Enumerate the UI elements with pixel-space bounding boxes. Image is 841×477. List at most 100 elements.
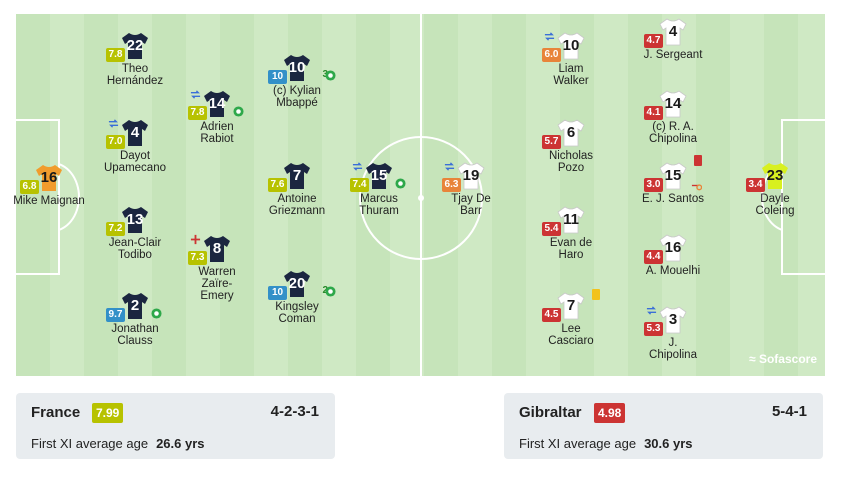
player-rating: 9.7 — [106, 308, 125, 322]
shirt-number: 13 — [126, 211, 144, 228]
shirt-number: 10 — [562, 37, 580, 54]
sofascore-logo-icon: ≈ — [749, 352, 759, 366]
player-name: (c) R. A. Chipolina — [649, 121, 697, 145]
shirt-icon — [204, 91, 230, 117]
shirt-number: 15 — [370, 167, 388, 184]
shirt-icon — [762, 163, 788, 189]
player-gibraltar-11[interactable]: 11 5.4 Evan de Haro — [516, 205, 626, 261]
shirt: 7 4.5 — [542, 289, 600, 322]
goal-count: 3 — [322, 69, 328, 80]
player-rating: 10 — [268, 286, 287, 300]
team-name[interactable]: Gibraltar — [519, 404, 582, 421]
player-france-22[interactable]: 22 7.8 Theo Hernández — [80, 31, 190, 87]
shirt: 3 5.3 — [644, 305, 688, 336]
shirt: 13 7.2 — [106, 205, 150, 236]
player-name: A. Mouelhi — [645, 265, 701, 277]
player-rating: 5.4 — [542, 222, 561, 236]
shirt-icon — [557, 32, 585, 60]
sofascore-logo-text: Sofascore — [758, 352, 817, 366]
average-age-value: 26.6 yrs — [156, 436, 205, 451]
shirt-icon — [284, 163, 310, 189]
player-gibraltar-6[interactable]: 6 5.7 Nicholas Pozo — [516, 118, 626, 174]
shirt-number: 3 — [668, 311, 678, 328]
substitution-icon — [352, 162, 363, 171]
player-name: Adrien Rabiot — [200, 121, 234, 145]
player-name: Mike Maignan — [13, 195, 85, 207]
team-summary-home: France 7.99 4-2-3-1 First XI average age… — [16, 393, 335, 459]
shirt-icon — [204, 236, 230, 262]
player-gibraltar-14[interactable]: 14 4.1 (c) R. A. Chipolina — [618, 89, 728, 145]
player-gibraltar-10[interactable]: 10 6.0 Liam Walker — [516, 31, 626, 87]
player-france-13[interactable]: 13 7.2 Jean-Clair Todibo — [80, 205, 190, 261]
player-france-10[interactable]: 10 3 10 (c) Kylian Mbappé — [242, 53, 352, 109]
shirt: 19 6.3 — [442, 161, 486, 192]
player-gibraltar-23[interactable]: 23 3.4 Dayle Coleing — [720, 161, 830, 217]
goal-ball-icon — [325, 286, 336, 297]
shirt: 7 7.6 — [268, 161, 312, 192]
player-rating: 10 — [268, 70, 287, 84]
player-name: Warren Zaïre-Emery — [198, 266, 236, 302]
shirt-number: 2 — [130, 297, 140, 314]
team-name[interactable]: France — [31, 404, 81, 421]
average-age-value: 30.6 yrs — [644, 436, 693, 451]
shirt-icon — [284, 55, 310, 81]
player-rating: 6.0 — [542, 48, 561, 62]
player-gibraltar-3[interactable]: 3 5.3 J. Chipolina — [618, 305, 728, 361]
pitch — [14, 12, 827, 378]
shirt-number: 15 — [664, 167, 682, 184]
player-rating: 7.4 — [350, 178, 369, 192]
player-gibraltar-19[interactable]: 19 6.3 Tjay De Barr — [416, 161, 526, 217]
shirt-icon — [284, 271, 310, 297]
player-france-20[interactable]: 20 2 10 Kingsley Coman — [242, 269, 352, 325]
average-age: First XI average age 30.6 yrs — [519, 436, 693, 451]
player-rating: 5.3 — [644, 322, 663, 336]
player-name: (c) Kylian Mbappé — [273, 85, 321, 109]
left-penalty-box — [16, 119, 60, 275]
player-gibraltar-4[interactable]: 4 4.7 J. Sergeant — [618, 17, 728, 61]
player-gibraltar-15[interactable]: 15 3.0 E. J. Santos — [618, 155, 728, 205]
player-rating: 6.8 — [20, 180, 39, 194]
player-name: Jonathan Clauss — [111, 323, 159, 347]
sofascore-logo: ≈ Sofascore — [749, 352, 817, 366]
team-summary-away: Gibraltar 4.98 5-4-1 First XI average ag… — [504, 393, 823, 459]
yellow-card-icon — [592, 289, 600, 300]
player-france-15[interactable]: 15 7.4 Marcus Thuram — [324, 161, 434, 217]
player-france-16[interactable]: 16 6.8 Mike Maignan — [0, 163, 104, 207]
player-name: Antoine Griezmann — [268, 193, 326, 217]
player-gibraltar-7[interactable]: 7 4.5 Lee Casciaro — [516, 289, 626, 347]
player-france-2[interactable]: 2 9.7 Jonathan Clauss — [80, 291, 190, 347]
shirt-number: 11 — [563, 211, 579, 228]
player-rating: 6.3 — [442, 178, 461, 192]
formation: 5-4-1 — [771, 403, 807, 420]
player-name: Dayle Coleing — [755, 193, 795, 217]
goal-ball-icon — [233, 106, 244, 117]
shirt-number: 10 — [288, 59, 306, 76]
player-rating: 4.1 — [644, 106, 663, 120]
shirt-number: 7 — [566, 297, 576, 314]
player-rating: 7.6 — [268, 178, 287, 192]
substitution-icon — [444, 162, 455, 171]
own-goal-icon — [691, 184, 702, 191]
goal-ball-icon — [395, 178, 406, 189]
player-france-7[interactable]: 7 7.6 Antoine Griezmann — [242, 161, 352, 217]
shirt: 10 3 10 — [268, 53, 336, 84]
shirt-number: 14 — [208, 95, 226, 112]
goal-ball-icon — [325, 70, 336, 81]
shirt-icon — [659, 234, 687, 262]
player-name: Tjay De Barr — [451, 193, 491, 217]
substitution-icon — [190, 90, 201, 99]
player-name: Lee Casciaro — [548, 323, 594, 347]
player-france-4[interactable]: 4 7.0 Dayot Upamecano — [80, 118, 190, 174]
player-france-14[interactable]: 14 7.8 Adrien Rabiot — [162, 89, 272, 145]
shirt-number: 4 — [668, 23, 678, 40]
shirt-icon — [659, 90, 687, 118]
player-france-8[interactable]: 8 7.3 Warren Zaïre-Emery — [162, 234, 272, 302]
center-circle — [359, 136, 483, 260]
team-rating: 7.99 — [92, 403, 124, 423]
shirt: 6 5.7 — [542, 118, 586, 149]
shirt: 22 7.8 — [106, 31, 150, 62]
shirt-number: 14 — [664, 95, 682, 112]
player-name: Nicholas Pozo — [548, 150, 594, 174]
shirt-number: 4 — [130, 124, 140, 141]
player-gibraltar-16[interactable]: 16 4.4 A. Mouelhi — [618, 233, 728, 277]
